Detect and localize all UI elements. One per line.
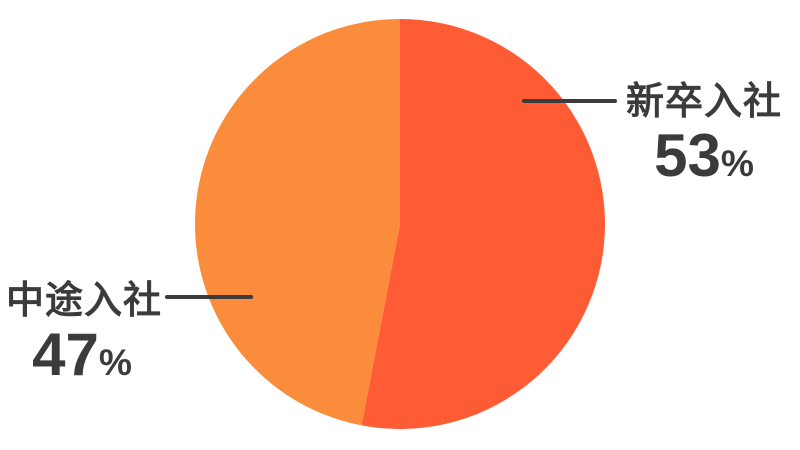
slice-value-number: 47 [32, 321, 99, 388]
percent-sign: % [98, 341, 132, 383]
leader-line-mid-career [165, 295, 253, 299]
percent-sign: % [720, 142, 754, 184]
callout-mid-career: 中途入社 47% [6, 280, 163, 385]
pie-slice-mid-career [194, 19, 400, 426]
pie-slice-new-graduate [361, 19, 605, 430]
slice-label-new-graduate: 新卒入社 [625, 81, 782, 123]
leader-line-new-graduate [522, 99, 617, 103]
callout-new-graduate: 新卒入社 53% [621, 81, 787, 186]
slice-label-mid-career: 中途入社 [6, 280, 163, 322]
slice-value-new-graduate: 53% [621, 126, 787, 186]
slice-value-number: 53 [654, 122, 721, 189]
slice-value-mid-career: 47% [6, 325, 158, 385]
